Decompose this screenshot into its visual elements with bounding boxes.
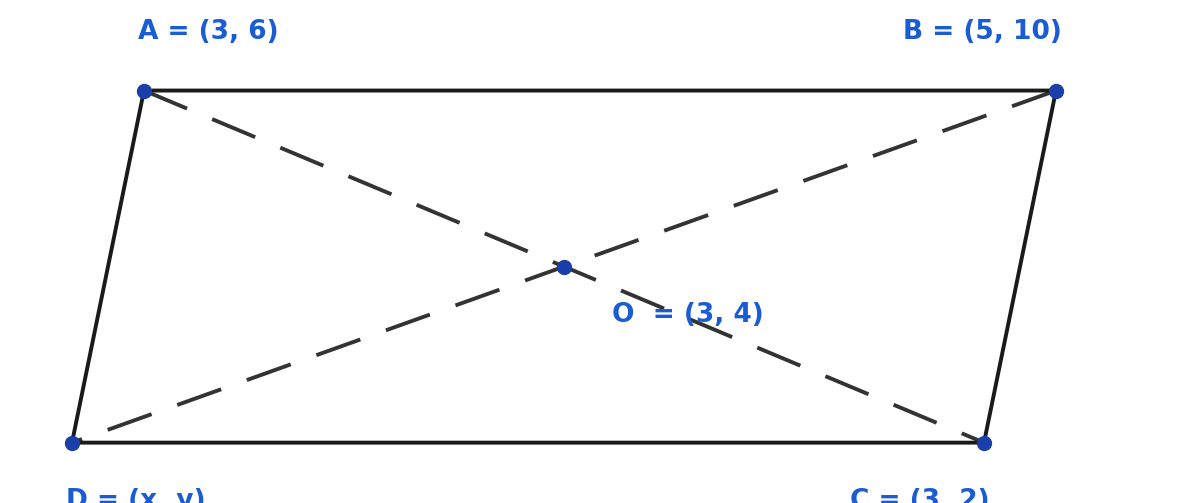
Text: C = (3, 2): C = (3, 2)	[851, 488, 990, 503]
Text: O  = (3, 4): O = (3, 4)	[612, 302, 763, 328]
Text: D = (x, y): D = (x, y)	[66, 488, 205, 503]
Point	[134, 87, 154, 95]
Text: A = (3, 6): A = (3, 6)	[138, 19, 278, 45]
Point	[554, 263, 574, 271]
Point	[974, 439, 994, 447]
Text: B = (5, 10): B = (5, 10)	[904, 19, 1062, 45]
Point	[1046, 87, 1066, 95]
Point	[62, 439, 82, 447]
